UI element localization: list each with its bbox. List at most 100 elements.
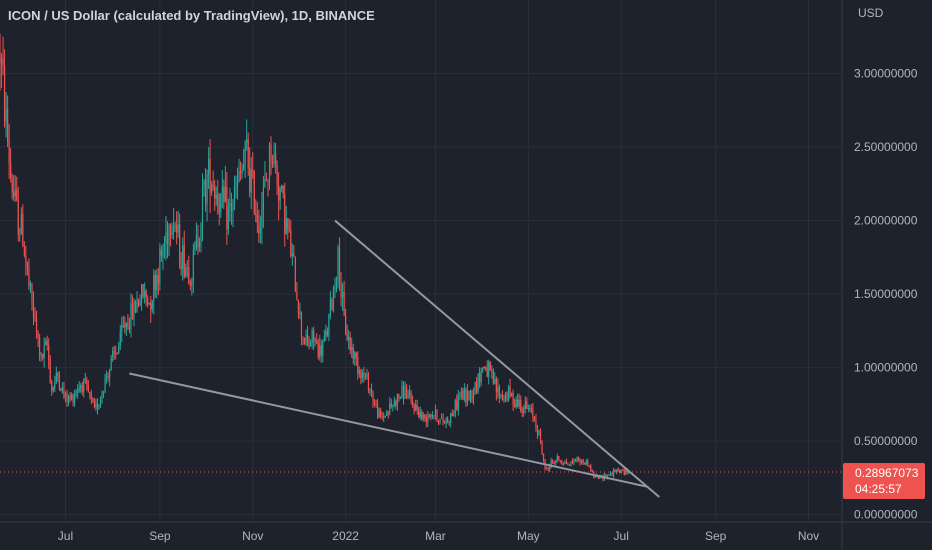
- candle-body[interactable]: [311, 330, 313, 344]
- candle-body[interactable]: [48, 345, 50, 361]
- candle-body[interactable]: [26, 261, 29, 268]
- candle-body[interactable]: [445, 418, 447, 424]
- candle-body[interactable]: [282, 185, 284, 195]
- candle-body[interactable]: [2, 57, 4, 66]
- candle-body[interactable]: [357, 357, 359, 374]
- candle-body[interactable]: [568, 465, 571, 467]
- candle-body[interactable]: [561, 461, 563, 464]
- candle-body[interactable]: [145, 291, 147, 299]
- candle-body[interactable]: [55, 372, 57, 382]
- candle-body[interactable]: [524, 401, 526, 409]
- candle-body[interactable]: [363, 373, 365, 378]
- candle-body[interactable]: [349, 337, 351, 351]
- candle-body[interactable]: [302, 337, 304, 339]
- candle-body[interactable]: [367, 373, 370, 391]
- candle-body[interactable]: [233, 187, 236, 207]
- candle-body[interactable]: [156, 275, 158, 291]
- candle-body[interactable]: [354, 352, 356, 360]
- candle-body[interactable]: [163, 243, 166, 251]
- candle-body[interactable]: [288, 230, 290, 232]
- candle-body[interactable]: [611, 472, 613, 476]
- candle-body[interactable]: [250, 169, 252, 193]
- candle-body[interactable]: [60, 388, 62, 391]
- candle-body[interactable]: [221, 186, 223, 194]
- candle-body[interactable]: [154, 274, 156, 291]
- candle-body[interactable]: [436, 409, 438, 422]
- candle-body[interactable]: [115, 352, 117, 354]
- candle-body[interactable]: [541, 440, 543, 455]
- candle-body[interactable]: [314, 340, 316, 342]
- candle-body[interactable]: [387, 411, 389, 413]
- candle-body[interactable]: [3, 65, 6, 122]
- candle-body[interactable]: [370, 388, 373, 393]
- candle-body[interactable]: [243, 164, 245, 171]
- candle-body[interactable]: [189, 284, 191, 286]
- candle-body[interactable]: [236, 181, 239, 187]
- candle-body[interactable]: [294, 256, 296, 291]
- candle-body[interactable]: [174, 224, 176, 227]
- candle-body[interactable]: [546, 468, 548, 470]
- candle-body[interactable]: [271, 162, 274, 165]
- candle-body[interactable]: [99, 399, 102, 406]
- candle-body[interactable]: [538, 430, 540, 435]
- candle-body[interactable]: [230, 203, 233, 212]
- candle-body[interactable]: [570, 461, 572, 466]
- candle-body[interactable]: [179, 224, 181, 266]
- candle-body[interactable]: [361, 373, 363, 379]
- candle-body[interactable]: [469, 390, 472, 401]
- candle-body[interactable]: [553, 462, 555, 464]
- candle-body[interactable]: [454, 400, 456, 416]
- candle-body[interactable]: [52, 387, 54, 391]
- candle-body[interactable]: [57, 372, 59, 376]
- candle-body[interactable]: [331, 298, 333, 310]
- candle-body[interactable]: [460, 391, 462, 396]
- candle-body[interactable]: [358, 370, 360, 374]
- candle-body[interactable]: [299, 312, 301, 314]
- candle-body[interactable]: [119, 331, 121, 346]
- candle-body[interactable]: [492, 370, 494, 384]
- candle-body[interactable]: [474, 382, 476, 395]
- candle-body[interactable]: [571, 461, 574, 464]
- candle-body[interactable]: [419, 412, 421, 417]
- candle-body[interactable]: [49, 360, 51, 383]
- candle-body[interactable]: [90, 394, 92, 399]
- candle-body[interactable]: [206, 174, 208, 204]
- candle-body[interactable]: [144, 291, 146, 297]
- candle-body[interactable]: [526, 401, 528, 409]
- candle-body[interactable]: [273, 153, 275, 165]
- candle-body[interactable]: [262, 187, 265, 210]
- candle-body[interactable]: [532, 408, 534, 418]
- candle-body[interactable]: [75, 392, 77, 395]
- candle-body[interactable]: [77, 390, 79, 393]
- candle-body[interactable]: [507, 386, 510, 401]
- candle-body[interactable]: [209, 158, 211, 193]
- candle-body[interactable]: [320, 345, 322, 356]
- candle-body[interactable]: [131, 303, 134, 320]
- candle-body[interactable]: [337, 247, 339, 280]
- candle-body[interactable]: [573, 459, 575, 464]
- candle-body[interactable]: [352, 347, 354, 360]
- candle-body[interactable]: [373, 402, 376, 404]
- candle-body[interactable]: [480, 371, 482, 383]
- candle-body[interactable]: [410, 392, 412, 402]
- trendline[interactable]: [334, 219, 660, 498]
- candle-body[interactable]: [395, 400, 397, 406]
- candle-body[interactable]: [530, 408, 532, 410]
- candle-body[interactable]: [310, 343, 312, 347]
- candle-body[interactable]: [160, 249, 162, 257]
- candle-body[interactable]: [479, 373, 481, 383]
- candle-body[interactable]: [105, 376, 108, 379]
- candle-body[interactable]: [512, 392, 514, 405]
- candle-body[interactable]: [313, 330, 315, 342]
- candle-body[interactable]: [128, 326, 131, 329]
- candle-body[interactable]: [172, 226, 175, 233]
- candle-body[interactable]: [43, 345, 45, 358]
- candle-body[interactable]: [431, 415, 434, 417]
- candle-body[interactable]: [341, 291, 344, 298]
- candle-body[interactable]: [81, 385, 83, 393]
- candle-body[interactable]: [430, 414, 432, 417]
- candle-body[interactable]: [542, 454, 545, 462]
- candle-body[interactable]: [390, 403, 392, 406]
- candle-body[interactable]: [147, 298, 149, 305]
- candle-body[interactable]: [125, 322, 127, 328]
